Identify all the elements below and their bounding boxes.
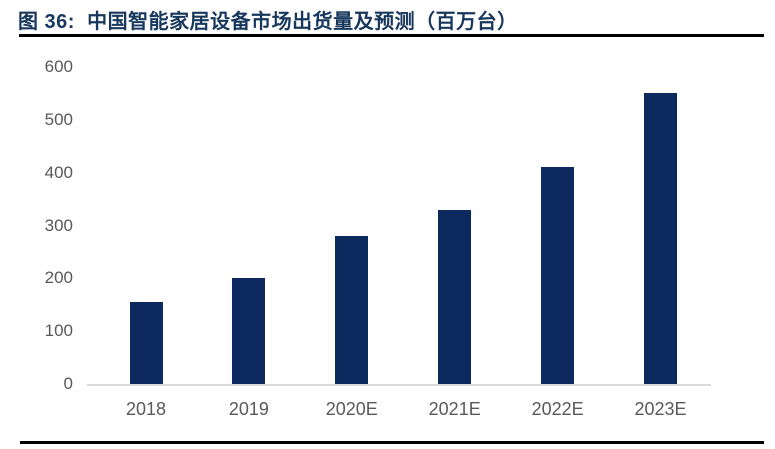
x-tick-label: 2022E	[531, 399, 584, 419]
y-tick-label: 100	[44, 321, 73, 341]
y-tick-label: 500	[44, 109, 73, 129]
bar-2022E	[541, 167, 575, 384]
x-axis-line	[87, 384, 711, 386]
bar-2021E	[438, 209, 472, 384]
figure-title: 图 36: 中国智能家居设备市场出货量及预测（百万台）	[18, 11, 518, 33]
x-tick-label: 2020E	[325, 399, 378, 419]
plot-area	[87, 67, 711, 386]
y-tick-label: 600	[44, 57, 73, 76]
bar-2018	[129, 302, 163, 384]
title-underline-rule	[19, 34, 764, 37]
y-tick-label: 0	[63, 374, 73, 393]
x-tick-label: 2021E	[428, 399, 481, 419]
y-tick-label: 300	[44, 215, 73, 235]
y-tick-label: 400	[44, 162, 73, 182]
bar-2023E	[644, 93, 677, 384]
x-tick-label: 2019	[228, 399, 269, 419]
bar-2019	[232, 278, 266, 384]
x-tick-label: 2023E	[634, 399, 687, 419]
bar-2020E	[335, 236, 369, 384]
x-tick-label: 2018	[125, 399, 167, 419]
figure-bottom-rule	[20, 441, 764, 444]
y-tick-label: 200	[44, 268, 73, 288]
